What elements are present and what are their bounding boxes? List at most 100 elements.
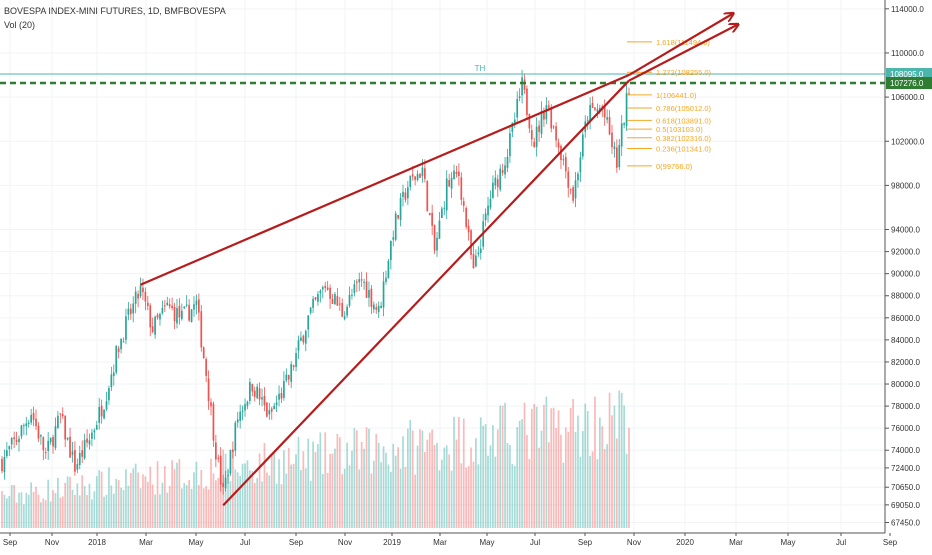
volume-bar: [176, 462, 178, 528]
candle-body: [615, 147, 618, 168]
x-tick-label: Jul: [836, 538, 846, 547]
candle-body: [88, 440, 91, 445]
volume-bar: [399, 468, 402, 528]
volume-bar: [545, 396, 548, 528]
candle-body: [380, 305, 382, 309]
volume-bar: [572, 399, 574, 528]
candle-body: [180, 310, 183, 320]
candle-body: [69, 436, 71, 458]
candle-body: [331, 298, 334, 304]
candle-body: [341, 303, 344, 317]
volume-bar: [324, 432, 327, 528]
volume-bar: [88, 483, 91, 528]
candle-body: [258, 388, 261, 400]
volume-bar: [341, 474, 344, 528]
volume-bar: [307, 438, 310, 528]
candle-body: [297, 340, 300, 351]
volume-bar: [57, 478, 59, 528]
volume-bar: [540, 430, 543, 528]
volume-bar: [552, 407, 555, 528]
volume-bar: [42, 498, 45, 528]
volume-bar: [513, 465, 516, 528]
candle-body: [200, 311, 203, 348]
candle-body: [523, 79, 526, 90]
candle-body: [606, 117, 608, 120]
volume-bar: [596, 459, 599, 528]
candle-body: [15, 440, 18, 442]
candle-body: [343, 316, 346, 320]
candle-body: [190, 309, 193, 323]
volume-bar: [477, 464, 480, 528]
candle-body: [249, 382, 251, 401]
volume-bar: [180, 488, 183, 528]
candle-body: [234, 422, 237, 451]
candle-body: [402, 191, 404, 198]
volume-bar: [338, 437, 341, 528]
candle-body: [10, 438, 13, 445]
candle-body: [132, 303, 135, 314]
candle-body: [472, 254, 475, 269]
candle-body: [176, 308, 178, 324]
candle-body: [492, 182, 494, 198]
price-tag: [886, 77, 932, 90]
volume-bar: [494, 456, 497, 528]
candle-body: [207, 378, 210, 402]
x-tick-label: Nov: [338, 538, 352, 547]
candle-body: [193, 304, 195, 310]
volume-bar: [613, 405, 616, 528]
y-tick-label: 94000.0: [891, 226, 920, 235]
volume-bar: [377, 442, 380, 528]
volume-bar: [74, 494, 76, 528]
volume-bar: [392, 443, 395, 528]
candle-body: [484, 213, 487, 221]
volume-bar: [363, 448, 365, 528]
y-tick-label: 114000.0: [891, 5, 924, 14]
y-tick-label: 84000.0: [891, 336, 920, 345]
candle-body: [227, 475, 229, 477]
volume-bar: [574, 431, 577, 528]
volume-bar: [370, 473, 373, 528]
candle-body: [487, 205, 489, 216]
candle-body: [108, 388, 110, 401]
candle-body: [251, 384, 254, 392]
x-tick-label: Mar: [729, 538, 743, 547]
volume-bar: [479, 417, 482, 528]
volume-bar: [202, 488, 205, 528]
volume-bar: [159, 494, 161, 528]
candle-body: [229, 449, 232, 474]
candle-body: [74, 450, 76, 472]
volume-bar: [273, 452, 276, 528]
volume-bar: [530, 408, 533, 528]
candle-body: [351, 294, 353, 296]
trend-line: [628, 24, 738, 82]
candle-body: [334, 294, 336, 305]
volume-bar: [263, 443, 266, 528]
x-tick-label: 2020: [676, 538, 694, 547]
volume-bar: [385, 452, 387, 528]
candle-body: [424, 168, 426, 179]
candle-body: [504, 165, 506, 175]
candle-body: [455, 171, 458, 175]
x-tick-label: Sep: [578, 538, 593, 547]
volume-bar: [200, 470, 203, 528]
volume-bar: [467, 466, 470, 528]
volume-bar: [533, 404, 536, 528]
candle-body: [628, 93, 630, 96]
candle-body: [47, 440, 50, 452]
candle-body: [146, 302, 149, 306]
candle-body: [156, 314, 159, 318]
candle-body: [307, 315, 310, 330]
volume-bar: [185, 485, 188, 528]
volume-bar: [603, 449, 606, 528]
candle-body: [86, 438, 88, 443]
candle-body: [266, 402, 268, 417]
candle-body: [448, 180, 451, 187]
candle-body: [295, 353, 297, 367]
volume-bar: [95, 476, 98, 528]
volume-bar: [372, 460, 375, 528]
candle-body: [426, 181, 429, 212]
volume-bar: [411, 430, 414, 528]
volume-bar: [285, 473, 288, 528]
volume-bar: [402, 436, 404, 528]
